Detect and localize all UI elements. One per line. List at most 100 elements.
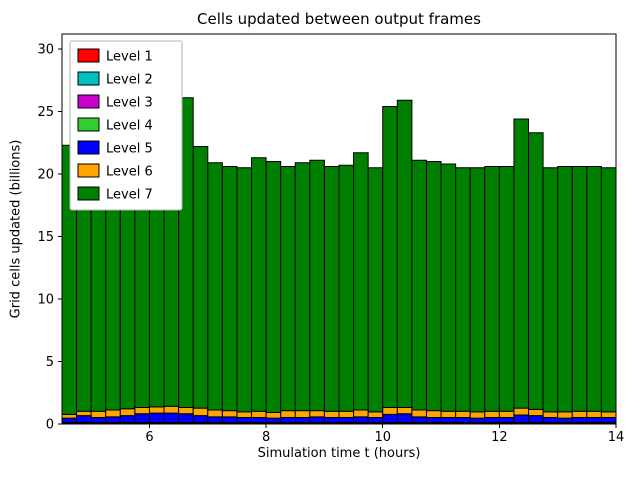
bar-segment (600, 411, 617, 418)
bar-segment (396, 407, 413, 415)
bar-segment (557, 411, 573, 419)
legend-swatch (77, 140, 100, 155)
bar-segment (528, 408, 544, 417)
bar-segment (265, 412, 282, 419)
bar-segment (353, 409, 369, 418)
bar-segment (105, 409, 121, 418)
bar-segment (105, 416, 121, 423)
bar-segment (396, 413, 413, 423)
bar-segment (367, 167, 384, 413)
y-tick-label: 5 (46, 355, 54, 370)
bar-segment (367, 417, 384, 423)
bar-segment (76, 415, 92, 423)
bar-segment (353, 416, 369, 423)
bar-segment (265, 417, 282, 423)
bar-segment (192, 407, 209, 417)
legend-label: Level 2 (106, 73, 153, 88)
bar-segment (163, 412, 180, 423)
bar-segment (76, 410, 92, 417)
bar-segment (382, 106, 398, 408)
bar-segment (542, 411, 559, 418)
bar-segment (61, 417, 78, 423)
bar-segment (338, 410, 355, 418)
bar-segment (542, 167, 559, 413)
legend-swatch (77, 163, 100, 178)
bar-segment (309, 410, 325, 418)
x-tick-label: 8 (262, 430, 270, 445)
bar-segment (425, 410, 442, 418)
bar-segment (484, 410, 500, 418)
bar-segment (469, 417, 486, 423)
bar-segment (484, 166, 500, 412)
bar-segment (236, 411, 253, 418)
bar-segment (148, 412, 165, 423)
bar-segment (251, 157, 267, 412)
bar-segment (396, 99, 413, 408)
bar-segment (323, 410, 340, 418)
bar-segment (236, 417, 253, 423)
bar-segment (440, 410, 457, 418)
bar-segment (528, 132, 544, 410)
bar-segment (207, 162, 223, 411)
bar-segment (294, 410, 311, 418)
bar-segment (119, 415, 136, 423)
bar-segment (586, 166, 602, 412)
bar-segment (119, 408, 136, 417)
bar-segment (338, 417, 355, 423)
bar-segment (309, 416, 325, 423)
bar-segment (586, 410, 602, 418)
legend-label: Level 7 (106, 188, 153, 203)
bar-segment (600, 417, 617, 423)
bar-segment (221, 416, 238, 423)
bar-segment (498, 166, 515, 412)
bar-segment (469, 411, 486, 419)
bar-segment (207, 409, 223, 418)
y-tick-label: 10 (37, 293, 54, 308)
bar-segment (323, 166, 340, 412)
bar-segment (251, 410, 267, 418)
bar-segment (586, 417, 602, 423)
bar-segment (280, 417, 296, 423)
bar-segment (207, 416, 223, 423)
bar-segment (571, 410, 588, 418)
bar-segment (338, 164, 355, 412)
bar-segment (192, 146, 209, 409)
legend-swatch (77, 117, 100, 132)
bar-segment (134, 413, 150, 423)
bar-segment (528, 415, 544, 423)
bar-segment (251, 417, 267, 423)
bar-segment (367, 411, 384, 418)
bar-segment (178, 413, 194, 423)
x-tick-label: 12 (491, 430, 508, 445)
legend-swatch (77, 48, 100, 63)
bar-segment (484, 417, 500, 423)
bar-segment (280, 410, 296, 418)
bar-segment (513, 118, 530, 409)
bar-segment (557, 166, 573, 413)
bar-segment (178, 407, 194, 415)
bar-segment (600, 167, 617, 413)
bar-segment (221, 410, 238, 418)
bar-segment (455, 167, 471, 412)
bar-segment (542, 417, 559, 423)
bar-segment (513, 407, 530, 416)
bar-segment (192, 415, 209, 423)
x-tick-label: 10 (374, 430, 391, 445)
x-tick-label: 6 (145, 430, 153, 445)
bar-segment (440, 163, 457, 412)
x-axis-label: Simulation time t (hours) (257, 446, 421, 461)
bar-segment (571, 417, 588, 423)
legend-label: Level 4 (106, 119, 153, 134)
bar-segment (294, 417, 311, 423)
bar-segment (455, 417, 471, 423)
bar-segment (265, 161, 282, 413)
legend-label: Level 3 (106, 96, 153, 111)
bar-segment (163, 405, 180, 414)
legend-label: Level 1 (106, 50, 153, 65)
x-tick-label: 14 (608, 430, 625, 445)
bar-segment (455, 410, 471, 418)
bar-segment (382, 407, 398, 415)
y-tick-label: 15 (37, 230, 54, 245)
